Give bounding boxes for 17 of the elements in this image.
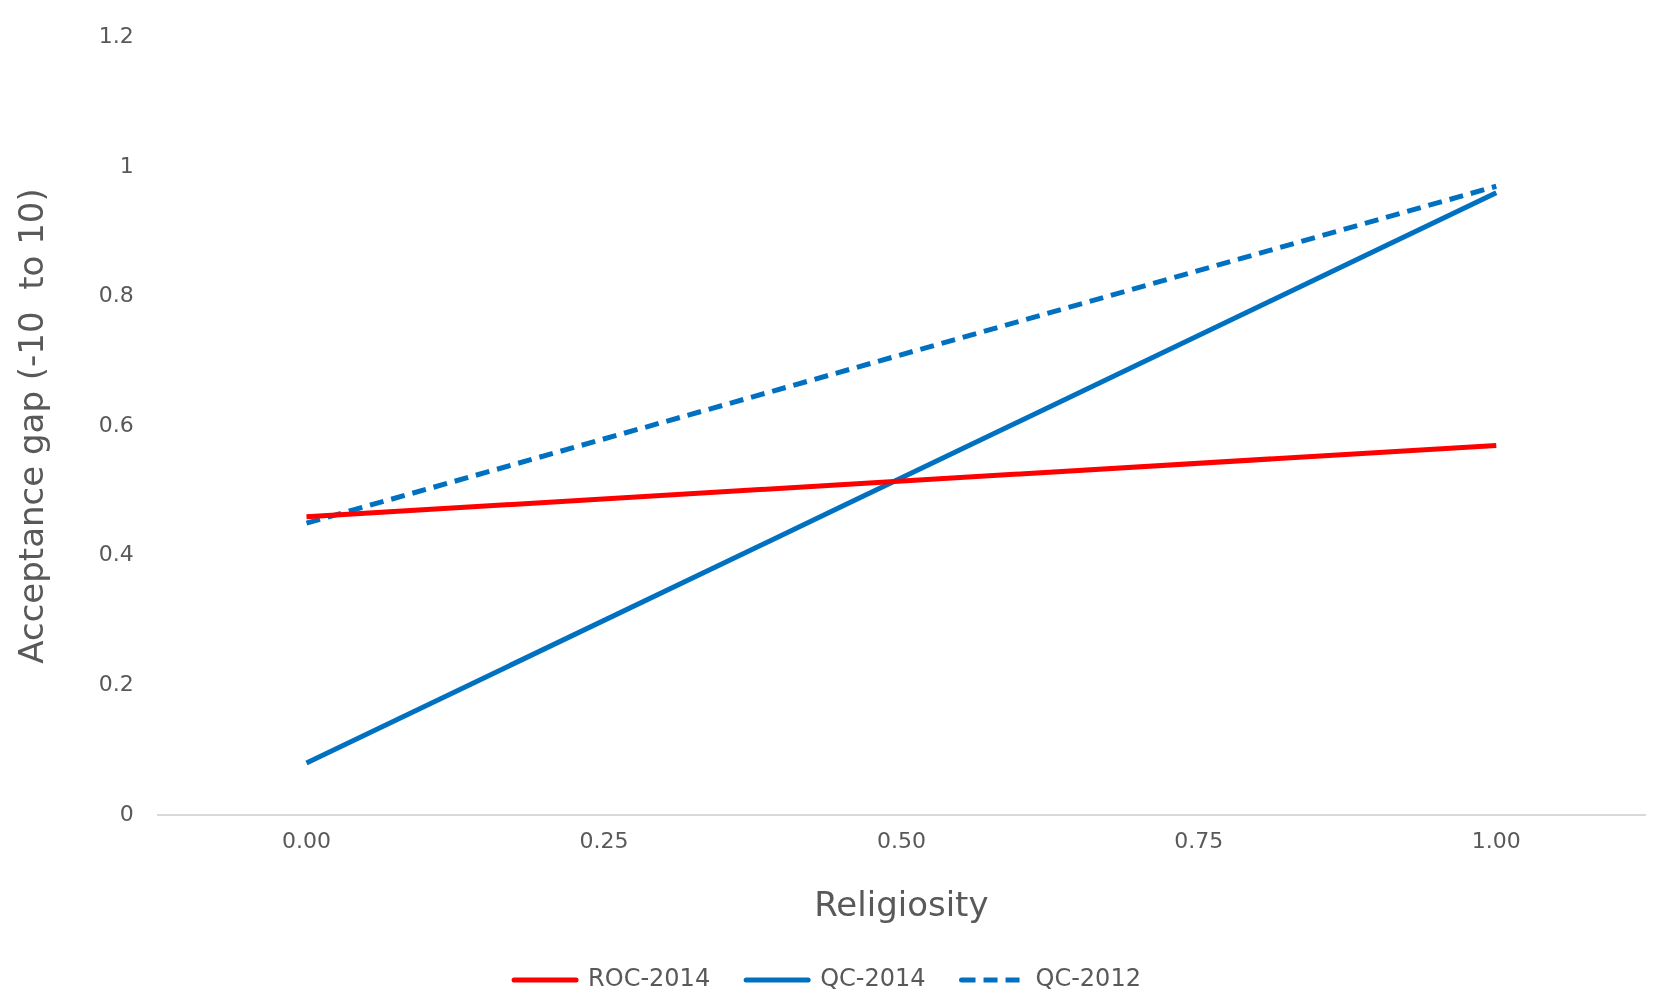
y-tick-label: 0.2	[98, 670, 134, 696]
y-tick-label: 0.8	[98, 282, 134, 308]
y-tick-label: 0.4	[98, 541, 134, 567]
x-axis-title: Religiosity	[814, 884, 989, 925]
y-tick-label: 1	[119, 152, 134, 178]
x-tick-label: 0.75	[1174, 827, 1224, 853]
y-tick-label: 1.2	[98, 22, 134, 48]
legend-label: QC-2012	[1035, 964, 1141, 993]
y-tick-label: 0.6	[98, 411, 134, 437]
x-tick-label: 0.00	[282, 827, 331, 853]
y-axis-title: Acceptance gap (-10 to 10)	[11, 188, 52, 664]
x-tick-label: 1.00	[1471, 827, 1521, 853]
x-tick-label: 0.25	[579, 827, 629, 853]
legend-label: ROC-2014	[588, 964, 711, 993]
y-tick-label: 0	[119, 800, 134, 826]
x-tick-label: 0.50	[876, 827, 926, 853]
legend-label: QC-2014	[820, 964, 926, 993]
